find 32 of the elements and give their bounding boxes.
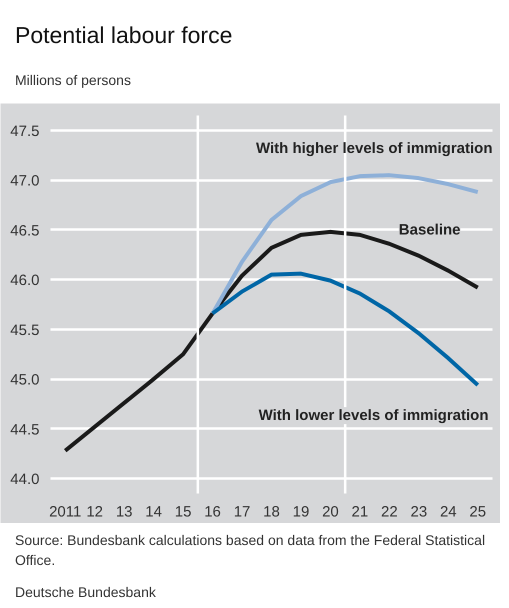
x-tick-label: 15 [174, 503, 192, 520]
source-note: Source: Bundesbank calculations based on data from the Federal Statistical Office. [15, 530, 486, 570]
y-tick-label: 45.0 [10, 371, 40, 388]
x-tick-label: 14 [145, 503, 162, 520]
y-tick-label: 46.5 [10, 222, 40, 240]
x-tick-label: 23 [410, 503, 428, 520]
series-label: Baseline [398, 221, 461, 238]
y-tick-label: 44.0 [10, 470, 40, 488]
y-tick-label: 44.5 [10, 421, 40, 438]
text: Deutsche Bundesbank [15, 582, 156, 602]
line-series [210, 272, 480, 387]
x-tick-label: 25 [469, 503, 486, 520]
x-tick-label: 13 [116, 503, 133, 520]
y-tick-label: 45.5 [10, 322, 40, 339]
x-tick-label: 22 [381, 503, 398, 520]
x-tick-label: 21 [352, 503, 368, 520]
line-series [210, 173, 480, 316]
chart-title: Potential labour force [15, 21, 232, 50]
x-tick-label: 20 [322, 503, 339, 520]
x-tick-label: 19 [292, 503, 310, 520]
x-tick-label: 2011 [49, 503, 82, 520]
x-tick-label: 24 [440, 503, 457, 520]
y-tick-label: 47.0 [10, 172, 40, 190]
x-tick-label: 12 [86, 503, 104, 520]
x-tick-label: 18 [263, 503, 280, 520]
y-tick-label: 47.5 [10, 122, 40, 140]
series-label: With higher levels of immigration [256, 140, 493, 158]
y-tick-label: 46.0 [10, 272, 40, 289]
series-label: With lower levels of immigration [258, 406, 489, 424]
chart-subtitle: Millions of persons [15, 70, 131, 90]
x-tick-label: 16 [204, 503, 221, 520]
x-tick-label: 17 [234, 503, 250, 520]
